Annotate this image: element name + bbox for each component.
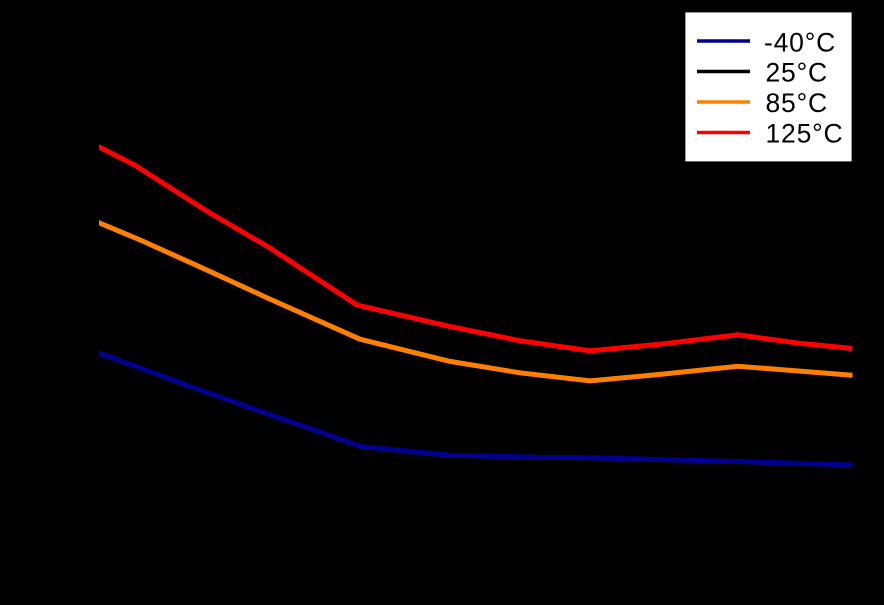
- svg-text:85°C: 85°C: [766, 88, 828, 118]
- svg-text:-40°C: -40°C: [764, 28, 836, 58]
- svg-text:125°C: 125°C: [766, 119, 844, 149]
- svg-text:25°C: 25°C: [766, 58, 828, 88]
